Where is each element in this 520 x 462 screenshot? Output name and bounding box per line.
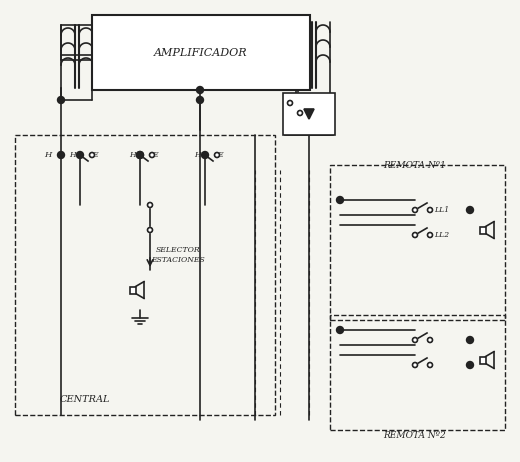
Circle shape — [58, 152, 64, 158]
Circle shape — [288, 101, 292, 105]
Circle shape — [336, 327, 344, 334]
Circle shape — [427, 207, 433, 213]
Circle shape — [336, 196, 344, 203]
Circle shape — [427, 363, 433, 367]
Text: LL2: LL2 — [434, 231, 450, 239]
Circle shape — [58, 152, 63, 158]
Circle shape — [150, 152, 154, 158]
FancyBboxPatch shape — [285, 95, 333, 135]
Circle shape — [412, 207, 418, 213]
Circle shape — [466, 361, 474, 369]
Circle shape — [89, 152, 95, 158]
Circle shape — [412, 232, 418, 237]
Text: REMOTA Nº1: REMOTA Nº1 — [384, 160, 446, 170]
Circle shape — [148, 202, 152, 207]
Text: H: H — [69, 151, 75, 159]
Bar — [130, 286, 136, 293]
Text: LL1: LL1 — [434, 206, 450, 214]
Polygon shape — [304, 109, 314, 119]
Circle shape — [58, 97, 64, 103]
Text: H: H — [128, 151, 135, 159]
Circle shape — [412, 338, 418, 342]
Circle shape — [412, 363, 418, 367]
Bar — [480, 357, 486, 364]
Circle shape — [197, 97, 203, 103]
Circle shape — [427, 232, 433, 237]
Circle shape — [466, 336, 474, 344]
Circle shape — [136, 152, 144, 158]
Text: H: H — [44, 151, 51, 159]
Circle shape — [197, 86, 203, 93]
Circle shape — [76, 152, 84, 158]
Circle shape — [215, 152, 219, 158]
Bar — [480, 226, 486, 233]
Circle shape — [202, 152, 209, 158]
Text: REMOTA Nº2: REMOTA Nº2 — [384, 431, 446, 439]
Circle shape — [466, 207, 474, 213]
Text: E: E — [92, 151, 98, 159]
Circle shape — [148, 227, 152, 232]
Text: E: E — [152, 151, 158, 159]
Text: AMPLIFICADOR: AMPLIFICADOR — [154, 48, 248, 57]
FancyBboxPatch shape — [283, 93, 335, 135]
Circle shape — [297, 110, 303, 116]
Text: H: H — [193, 151, 200, 159]
FancyBboxPatch shape — [92, 15, 310, 90]
Text: CENTRAL: CENTRAL — [60, 395, 110, 405]
Text: E: E — [217, 151, 223, 159]
Circle shape — [136, 152, 144, 158]
Text: SELECTOR
ESTACIONES: SELECTOR ESTACIONES — [151, 246, 205, 264]
Circle shape — [427, 338, 433, 342]
